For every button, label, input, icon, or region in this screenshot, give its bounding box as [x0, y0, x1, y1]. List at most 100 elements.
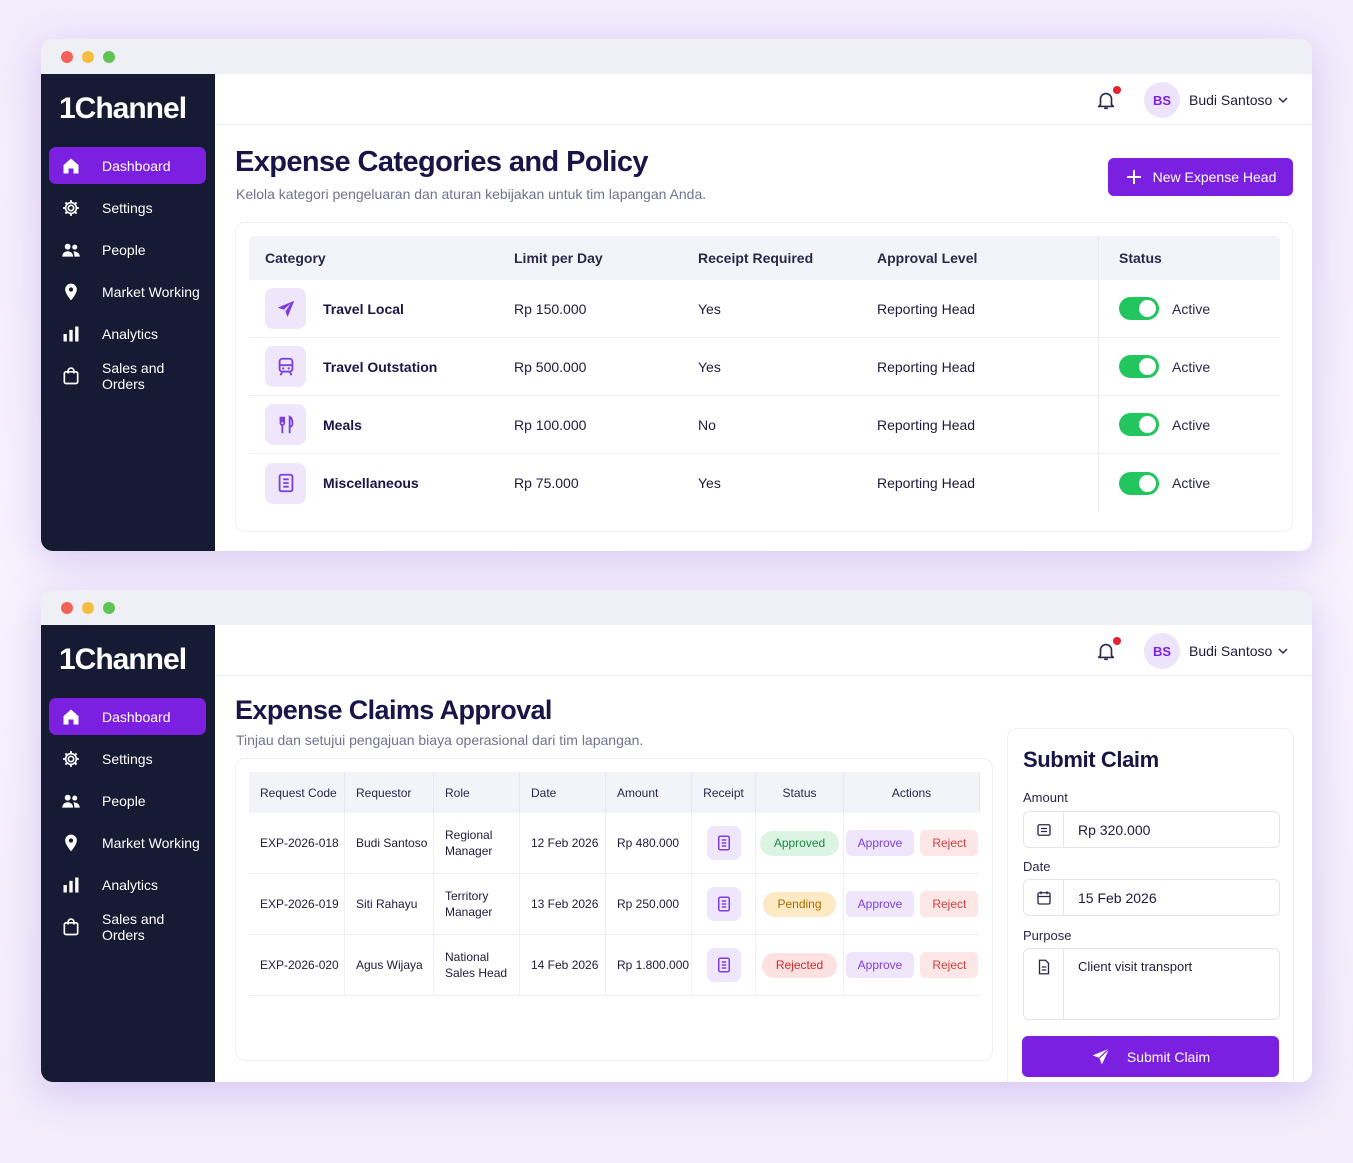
column-header: Category: [265, 250, 326, 266]
sidebar-item-label: Dashboard: [102, 708, 171, 725]
amount: Rp 250.000: [606, 874, 692, 934]
table-row[interactable]: Travel Local Rp 150.000 Yes Reporting He…: [249, 280, 1280, 338]
close-window-button[interactable]: [61, 602, 73, 614]
send-icon: [1092, 1047, 1110, 1064]
sidebar-item-analytics[interactable]: Analytics: [49, 866, 206, 903]
home-icon: [63, 709, 79, 724]
table-row[interactable]: Travel Outstation Rp 500.000 Yes Reporti…: [249, 338, 1280, 396]
user-name[interactable]: Budi Santoso: [1189, 92, 1273, 108]
claims-table: Request Code Requestor Role Date Amount …: [249, 772, 980, 996]
reject-button[interactable]: Reject: [920, 891, 979, 917]
notification-dot: [1113, 86, 1121, 94]
amount: Rp 480.000: [606, 813, 692, 873]
status-text: Active: [1172, 358, 1211, 375]
page-subtitle: Kelola kategori pengeluaran dan aturan k…: [236, 186, 707, 202]
close-window-button[interactable]: [61, 51, 73, 63]
shopping-bag-icon: [63, 366, 79, 384]
date-field[interactable]: 15 Feb 2026: [1023, 879, 1280, 916]
sidebar-item-dashboard[interactable]: Dashboard: [49, 147, 206, 184]
train-icon: [265, 346, 306, 387]
page-title: Expense Categories and Policy: [235, 146, 649, 178]
new-expense-head-button[interactable]: New Expense Head: [1108, 158, 1293, 196]
approve-button[interactable]: Approve: [845, 830, 915, 856]
receipt-icon[interactable]: [706, 948, 741, 982]
status-toggle[interactable]: [1119, 355, 1159, 378]
notification-dot: [1113, 637, 1121, 645]
status-toggle[interactable]: [1119, 413, 1159, 436]
sidebar-item-market-working[interactable]: Market Working: [49, 273, 206, 310]
date: 14 Feb 2026: [520, 935, 606, 995]
receipt-icon[interactable]: [706, 826, 741, 860]
approval-value: Reporting Head: [877, 416, 976, 433]
status-text: Active: [1172, 300, 1211, 317]
maximize-window-button[interactable]: [103, 51, 115, 63]
role: Regional Manager: [434, 813, 520, 873]
minimize-window-button[interactable]: [82, 602, 94, 614]
receipt-icon[interactable]: [706, 887, 741, 921]
user-name[interactable]: Budi Santoso: [1189, 643, 1273, 659]
column-header: Role: [434, 772, 520, 813]
utensils-icon: [265, 404, 306, 445]
sidebar-item-sales-and-orders[interactable]: Sales and Orders: [49, 908, 206, 945]
status-toggle[interactable]: [1119, 297, 1159, 320]
sidebar: 1Channel Dashboard Settings People Marke…: [41, 625, 215, 1082]
approve-button[interactable]: Approve: [845, 891, 915, 917]
reject-button[interactable]: Reject: [920, 952, 979, 978]
request-code: EXP-2026-019: [249, 874, 345, 934]
amount-label: Amount: [1023, 790, 1068, 805]
people-icon: [62, 794, 80, 808]
table-row[interactable]: EXP-2026-018 Budi Santoso Regional Manag…: [249, 813, 980, 874]
minimize-window-button[interactable]: [82, 51, 94, 63]
sidebar-item-settings[interactable]: Settings: [49, 740, 206, 777]
window-titlebar: [41, 590, 1312, 625]
gear-icon: [63, 750, 79, 767]
table-row[interactable]: Meals Rp 100.000 No Reporting Head Activ…: [249, 396, 1280, 454]
chevron-down-icon[interactable]: [1277, 94, 1289, 106]
purpose-field[interactable]: Client visit transport: [1023, 948, 1280, 1020]
maximize-window-button[interactable]: [103, 602, 115, 614]
column-header: Limit per Day: [514, 250, 603, 266]
table-row[interactable]: EXP-2026-019 Siti Rahayu Territory Manag…: [249, 874, 980, 935]
bell-icon[interactable]: [1095, 89, 1117, 111]
top-bar: BS Budi Santoso: [215, 74, 1312, 125]
avatar[interactable]: BS: [1144, 82, 1180, 118]
bell-icon[interactable]: [1095, 640, 1117, 662]
sidebar-item-settings[interactable]: Settings: [49, 189, 206, 226]
home-icon: [63, 158, 79, 173]
brand-logo: 1Channel: [59, 92, 187, 125]
category-name: Miscellaneous: [323, 475, 419, 491]
submit-claim-panel: Submit Claim Amount Rp 320.000 Date 15 F…: [1007, 728, 1294, 1082]
map-pin-icon: [65, 834, 77, 851]
calendar-icon: [1024, 880, 1064, 915]
status-toggle[interactable]: [1119, 471, 1159, 495]
status-text: Active: [1172, 416, 1211, 433]
page-subtitle: Tinjau dan setujui pengajuan biaya opera…: [236, 732, 644, 748]
sidebar-item-analytics[interactable]: Analytics: [49, 315, 206, 352]
amount-field[interactable]: Rp 320.000: [1023, 811, 1280, 848]
sidebar-nav: Dashboard Settings People Market Working…: [49, 147, 206, 399]
status-badge: Rejected: [761, 952, 838, 978]
approval-value: Reporting Head: [877, 300, 976, 317]
reject-button[interactable]: Reject: [920, 830, 979, 856]
category-name: Travel Outstation: [323, 358, 438, 375]
sidebar-item-people[interactable]: People: [49, 782, 206, 819]
table-row[interactable]: EXP-2026-020 Agus Wijaya National Sales …: [249, 935, 980, 996]
submit-claim-title: Submit Claim: [1023, 747, 1159, 772]
table-row[interactable]: Miscellaneous Rp 75.000 Yes Reporting He…: [249, 454, 1280, 512]
sidebar-item-label: People: [102, 241, 146, 258]
avatar[interactable]: BS: [1144, 633, 1180, 669]
purpose-label: Purpose: [1023, 928, 1072, 943]
limit-value: Rp 100.000: [514, 416, 587, 433]
submit-claim-button[interactable]: Submit Claim: [1022, 1036, 1279, 1077]
gear-icon: [63, 199, 79, 216]
window-titlebar: [41, 39, 1312, 74]
sidebar-item-dashboard[interactable]: Dashboard: [49, 698, 206, 735]
expense-claims-window: 1Channel Dashboard Settings People Marke…: [41, 590, 1312, 1082]
sidebar-item-people[interactable]: People: [49, 231, 206, 268]
sidebar-item-market-working[interactable]: Market Working: [49, 824, 206, 861]
sidebar-item-sales-and-orders[interactable]: Sales and Orders: [49, 357, 206, 394]
chevron-down-icon[interactable]: [1277, 645, 1289, 657]
approval-value: Reporting Head: [877, 358, 976, 375]
approve-button[interactable]: Approve: [845, 952, 915, 978]
column-header: Date: [520, 772, 606, 813]
